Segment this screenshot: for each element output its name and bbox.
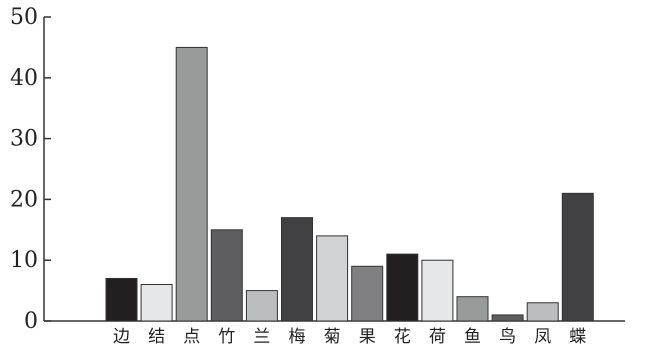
x-tick-label: 鱼: [464, 327, 481, 345]
y-tick-label: 10: [10, 248, 38, 273]
y-tick-label: 0: [24, 309, 38, 334]
bar-2: [140, 284, 173, 322]
x-tick-label: 荷: [429, 327, 446, 345]
y-tick-label: 40: [10, 66, 38, 91]
x-tick-label: 梅: [289, 327, 306, 345]
bar-12: [491, 314, 524, 322]
bar-13: [526, 302, 559, 322]
bar-11: [456, 296, 489, 322]
x-tick-label: 竹: [218, 327, 235, 345]
bar-5: [245, 290, 278, 322]
x-tick-label: 点: [183, 327, 200, 345]
x-tick-label: 菊: [324, 327, 341, 345]
bar-14: [561, 192, 594, 322]
x-tick-label: 结: [148, 327, 165, 345]
bar-10: [421, 259, 454, 322]
x-tick-label: 兰: [253, 327, 270, 345]
x-tick-label: 蝶: [569, 327, 586, 345]
x-tick-label: 鸟: [499, 327, 516, 345]
x-tick-label: 边: [113, 327, 130, 345]
bar-9: [386, 253, 419, 322]
y-tick-label: 20: [10, 187, 38, 212]
x-tick-label: 凤: [534, 327, 551, 345]
y-tick-label: 30: [10, 127, 38, 152]
x-tick-label: 花: [394, 327, 411, 345]
bar-1: [105, 277, 138, 322]
bar-3: [175, 46, 208, 322]
x-tick-label: 果: [359, 327, 376, 345]
bar-4: [210, 229, 243, 322]
y-tick-label: 50: [10, 5, 38, 30]
bar-6: [281, 217, 313, 322]
bar-8: [351, 265, 384, 322]
bar-7: [316, 235, 349, 322]
